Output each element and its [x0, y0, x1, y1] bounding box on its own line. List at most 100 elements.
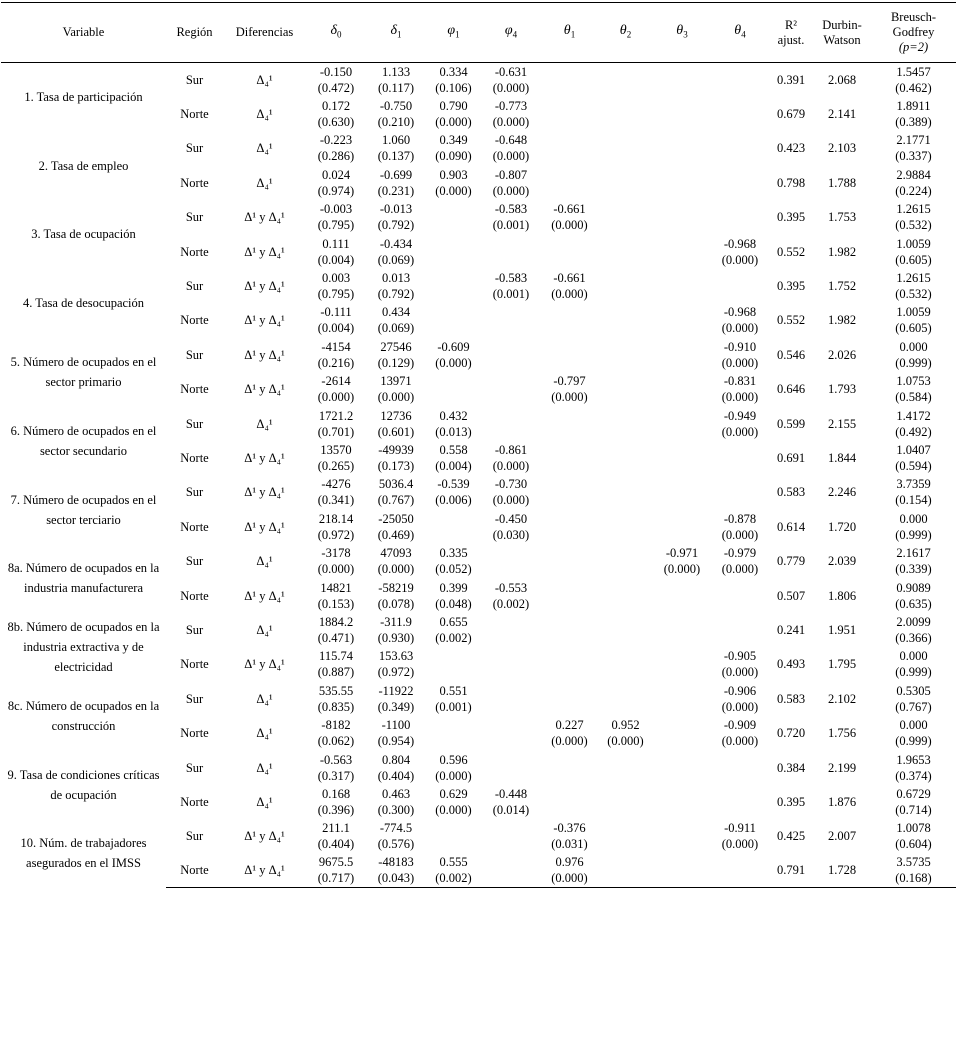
coefficient-cell: [711, 853, 769, 889]
r2-adjusted: 0.395: [776, 210, 806, 225]
r2-adjusted: 0.391: [776, 72, 806, 87]
region: Sur: [185, 760, 204, 775]
r2-adjusted: 0.583: [776, 485, 806, 500]
estimate: 0.000: [899, 511, 928, 526]
p-value: (0.000): [492, 183, 530, 198]
coefficient-cell: [711, 200, 769, 234]
estimate: 0.349: [439, 133, 468, 148]
coefficient-cell: 1721.2 (0.701): [306, 406, 366, 440]
durbin-watson: 2.246: [827, 485, 857, 500]
coefficient-cell: [653, 682, 711, 716]
coefficient-cell: -0.450 (0.030): [481, 510, 541, 544]
header-text: θ: [563, 22, 571, 38]
estimate: -0.861: [494, 442, 528, 457]
r2-adjusted: 0.395: [776, 794, 806, 809]
coefficient-cell: 0.558 (0.004): [426, 441, 481, 475]
differences: Δ¹ y Δ₄¹: [244, 450, 285, 465]
variable-name: 9. Tasa de condiciones críticas de ocupa…: [7, 767, 160, 802]
coefficient-cell: -0.906 (0.000): [711, 682, 769, 716]
coefficient-cell: [541, 578, 598, 612]
coefficient-cell: -48183 (0.043): [366, 853, 426, 889]
coefficient-cell: -0.448 (0.014): [481, 785, 541, 819]
p-value: (0.767): [377, 493, 415, 508]
estimate: -0.448: [494, 786, 528, 801]
p-value: (0.000): [663, 562, 701, 577]
breusch-godfrey: 1.9653 (0.374): [871, 750, 956, 784]
r2-adjusted: 0.599: [776, 416, 806, 431]
estimate: -0.968: [723, 236, 757, 251]
durbin-watson: 1.793: [827, 382, 857, 397]
table-row: Norte Δ¹ y Δ₄¹ 13570 (0.265) -49939 (0.173) 0.…: [1, 441, 956, 475]
coefficient-cell: -0.730 (0.000): [481, 475, 541, 509]
coefficient-cell: -0.648 (0.000): [481, 131, 541, 165]
estimate: -0.111: [320, 305, 352, 320]
p-value: (0.000): [551, 218, 588, 233]
coefficient-cell: 27546 (0.129): [366, 338, 426, 372]
coefficient-cell: [598, 613, 653, 647]
durbin-watson: 1.951: [827, 622, 857, 637]
p-value: (0.001): [492, 287, 530, 302]
header-subscript: 1: [570, 29, 576, 40]
breusch-godfrey: 1.5457 (0.462): [871, 63, 956, 97]
estimate: 2.1617: [896, 546, 931, 561]
r2-adjusted: 0.552: [776, 244, 806, 259]
coefficient-cell: 0.335 (0.052): [426, 544, 481, 578]
differences: Δ₄¹: [256, 760, 273, 775]
coefficient-cell: [541, 97, 598, 131]
coefficient-cell: [481, 303, 541, 337]
p-value: (0.001): [492, 218, 530, 233]
p-value: (0.972): [377, 665, 415, 680]
coefficient-cell: [598, 682, 653, 716]
region: Norte: [180, 244, 209, 259]
coefficient-cell: [541, 166, 598, 200]
p-value: (0.000): [721, 837, 759, 852]
p-value: (0.000): [721, 527, 759, 542]
p-value: (0.999): [895, 734, 932, 749]
p-value: (0.594): [895, 458, 932, 473]
estimate: -0.661: [553, 271, 586, 286]
coefficient-cell: [653, 785, 711, 819]
p-value: (0.030): [492, 527, 530, 542]
header-text: Diferencias: [235, 25, 294, 39]
estimate: -774.5: [379, 821, 413, 836]
coefficient-cell: 0.013 (0.792): [366, 269, 426, 303]
coefficient-cell: 0.399 (0.048): [426, 578, 481, 612]
r2-adjusted: 0.798: [776, 175, 806, 190]
breusch-godfrey: 1.0407 (0.594): [871, 441, 956, 475]
r2-adjusted: 0.423: [776, 141, 806, 156]
header-text: Durbin-Watson: [822, 17, 862, 47]
p-value: (0.002): [435, 630, 472, 645]
coefficient-cell: [653, 234, 711, 268]
coefficient-cell: 13971 (0.000): [366, 372, 426, 406]
header-note: (p=2): [898, 40, 929, 54]
estimate: -0.831: [723, 374, 757, 389]
coefficient-cell: 12736 (0.601): [366, 406, 426, 440]
header-text: δ: [330, 22, 337, 38]
coefficient-cell: [541, 441, 598, 475]
p-value: (0.265): [317, 458, 355, 473]
table-row: Norte Δ¹ y Δ₄¹ -0.111 (0.004) 0.434 (0.069) -0…: [1, 303, 956, 337]
p-value: (0.795): [317, 218, 355, 233]
durbin-watson: 2.141: [827, 107, 857, 122]
p-value: (0.999): [895, 355, 932, 370]
coefficient-cell: -0.563 (0.317): [306, 750, 366, 784]
column-header: φ1: [426, 2, 481, 63]
table-row: Norte Δ¹ y Δ₄¹ 115.74 (0.887) 153.63 (0.972) -…: [1, 647, 956, 681]
estimate: -8182: [321, 718, 351, 733]
estimate: 0.629: [439, 786, 468, 801]
table-row: Norte Δ¹ y Δ₄¹ 0.111 (0.004) -0.434 (0.069) -0…: [1, 234, 956, 268]
coefficient-cell: 14821 (0.153): [306, 578, 366, 612]
coefficient-cell: -4276 (0.341): [306, 475, 366, 509]
column-header: R² ajust.: [769, 2, 813, 63]
estimate: 1.2615: [896, 271, 931, 286]
durbin-watson: 2.039: [827, 554, 857, 569]
p-value: (0.000): [721, 562, 759, 577]
results-table: Variable Región Diferencias δ0 δ1 φ1 φ4 θ1 θ2 θ3 θ…: [1, 2, 956, 889]
coefficient-cell: -3178 (0.000): [306, 544, 366, 578]
coefficient-cell: [598, 131, 653, 165]
coefficient-cell: -0.583 (0.001): [481, 269, 541, 303]
p-value: (0.000): [607, 734, 644, 749]
coefficient-cell: -0.773 (0.000): [481, 97, 541, 131]
coefficient-cell: -0.807 (0.000): [481, 166, 541, 200]
